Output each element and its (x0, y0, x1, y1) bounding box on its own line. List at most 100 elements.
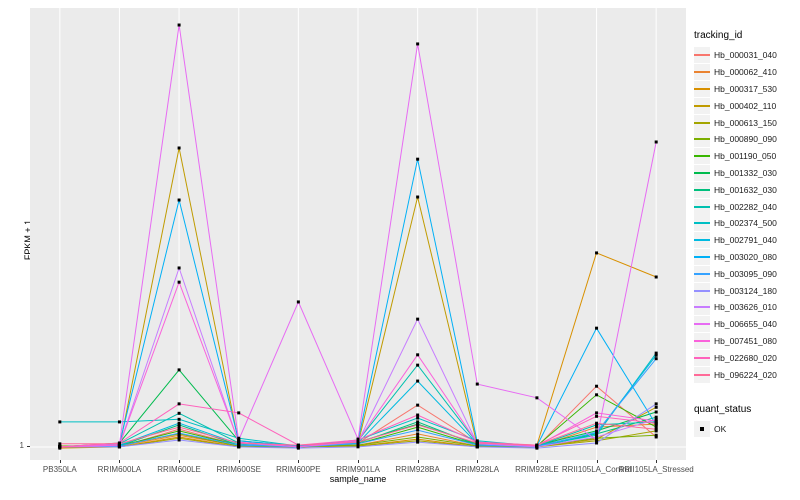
legend-label: Hb_002791_040 (714, 235, 777, 246)
x-tick-label: RRIM928BA (395, 465, 440, 474)
series-color-line-icon (694, 289, 710, 292)
data-point (237, 445, 241, 449)
series-color-line-icon (694, 356, 710, 359)
legend-key-swatch (694, 47, 710, 64)
data-point (535, 443, 539, 447)
data-point (535, 396, 539, 400)
legend-label: Hb_000031_040 (714, 50, 777, 61)
legend-key-swatch (694, 64, 710, 81)
legend-label: Hb_002374_500 (714, 218, 777, 229)
data-point (416, 413, 420, 417)
legend-item: Hb_001332_030 (694, 164, 798, 182)
data-point (595, 251, 599, 255)
legend-key-swatch (694, 232, 710, 249)
legend-item: Hb_000031_040 (694, 47, 798, 64)
data-point (416, 432, 420, 436)
data-point (654, 425, 658, 429)
data-point (595, 423, 599, 427)
legend-item: Hb_000613_150 (694, 114, 798, 131)
data-point (595, 433, 599, 437)
x-axis-title: sample_name (329, 474, 387, 484)
data-point (177, 146, 181, 150)
data-point (416, 428, 420, 432)
legend-item: Hb_001190_050 (694, 148, 798, 165)
data-point (416, 379, 420, 383)
data-point (654, 353, 658, 357)
data-point (177, 280, 181, 284)
data-point (356, 438, 360, 442)
legend-label: OK (714, 424, 727, 435)
legend-key-swatch (694, 198, 710, 215)
legend-item: Hb_002791_040 (694, 232, 798, 249)
legend-label: Hb_003124_180 (714, 285, 777, 296)
data-point (595, 414, 599, 418)
legend-key-swatch (694, 80, 710, 97)
data-point (595, 384, 599, 388)
legend-label: Hb_001190_050 (714, 151, 777, 162)
x-tick-label: RRIM600SE (216, 465, 261, 474)
legend-label: Hb_007451_080 (714, 335, 777, 346)
data-point (177, 198, 181, 202)
legend-key-swatch (694, 215, 710, 232)
data-point (654, 423, 658, 427)
legend-label: Hb_006655_040 (714, 319, 777, 330)
legend-label: Hb_002282_040 (714, 201, 777, 212)
data-point (595, 421, 599, 425)
data-point (416, 425, 420, 429)
x-tick-label: PB350LA (42, 465, 77, 474)
data-point (416, 423, 420, 427)
data-point (237, 411, 241, 415)
x-tick-mark (417, 460, 419, 463)
series-color-line-icon (694, 306, 710, 309)
data-point (416, 440, 420, 444)
data-point (416, 317, 420, 321)
data-point (177, 417, 181, 421)
data-point (237, 441, 241, 445)
data-point (654, 421, 658, 425)
data-point (177, 23, 181, 27)
legend-label: Hb_000317_530 (714, 83, 777, 94)
data-point (416, 195, 420, 199)
legend-item: Hb_003095_090 (694, 265, 798, 282)
series-color-line-icon (694, 339, 710, 342)
data-point (177, 427, 181, 431)
data-point (177, 423, 181, 427)
quant-status-title: quant_status (694, 404, 752, 415)
data-point (58, 445, 62, 449)
data-point (177, 266, 181, 270)
data-point (475, 445, 479, 449)
legend-label: Hb_000613_150 (714, 117, 777, 128)
data-point (177, 368, 181, 372)
legend-key-swatch (694, 181, 710, 198)
data-point (416, 435, 420, 439)
legend-quant-status: quant_status OK (694, 404, 798, 438)
x-tick-mark (596, 460, 598, 463)
data-point (177, 402, 181, 406)
data-point (654, 402, 658, 406)
data-point (58, 442, 62, 446)
legend-key-swatch (694, 248, 710, 265)
legend-label: Hb_003020_080 (714, 251, 777, 262)
data-point (117, 445, 121, 449)
legend-key-swatch (694, 131, 710, 148)
legend-key-swatch (694, 299, 710, 316)
series-color-line-icon (694, 155, 710, 158)
x-tick-mark (238, 460, 240, 463)
data-point (416, 437, 420, 441)
series-color-line-icon (694, 222, 710, 225)
series-color-line-icon (694, 121, 710, 124)
x-tick-mark (358, 460, 359, 463)
x-tick-mark (179, 460, 181, 463)
data-point (654, 357, 658, 361)
series-color-line-icon (694, 272, 710, 275)
legend-key-swatch (694, 265, 710, 282)
data-point (177, 421, 181, 425)
legend-item: Hb_007451_080 (694, 332, 798, 350)
data-point (296, 300, 300, 304)
legend-key-swatch (694, 148, 710, 165)
data-point (654, 415, 658, 419)
data-point (356, 440, 360, 444)
series-color-line-icon (694, 205, 710, 208)
legend-item: Hb_003124_180 (694, 282, 798, 299)
legend-key-swatch (694, 114, 710, 131)
